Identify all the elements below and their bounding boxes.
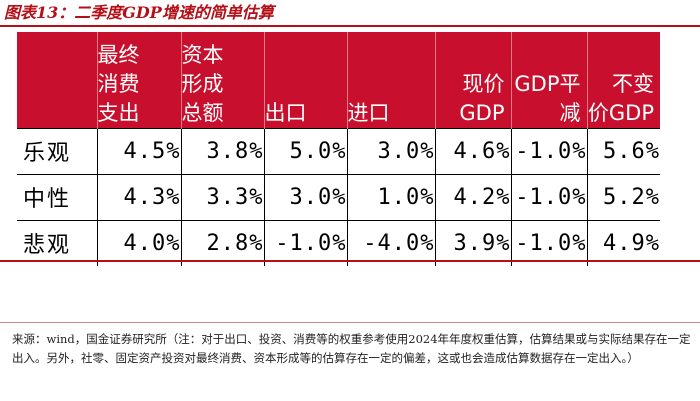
header-line: 消费 — [97, 71, 140, 96]
table-cell: 5.0% — [263, 128, 347, 174]
table-cell: 5.6% — [586, 128, 660, 174]
table-cell: -1.0% — [510, 220, 587, 266]
header-cell: 现价 GDP — [434, 32, 511, 128]
header-line: 总额 — [181, 100, 224, 125]
table-row: 乐观 4.5% 3.8% 5.0% 3.0% 4.6% -1.0% 5.6% — [17, 128, 660, 174]
table-cell: -1.0% — [263, 220, 347, 266]
table-cell: 3.0% — [346, 128, 435, 174]
header-corner — [17, 32, 97, 128]
header-line: 现价 — [462, 71, 505, 96]
header-row: 最终消费支出 资本形成总额 出口 进口 现价 GDP GDP平减 不变价GDP — [17, 32, 660, 128]
table-cell: -1.0% — [510, 128, 587, 174]
row-label: 中性 — [23, 187, 72, 212]
row-label: 悲观 — [23, 233, 72, 259]
header-line: 出口 — [264, 100, 307, 125]
header-cell: 不变价GDP — [586, 32, 660, 128]
table-cell: 4.0% — [96, 220, 181, 266]
table-cell: 3.3% — [180, 174, 264, 220]
header-line: 减 — [559, 100, 581, 125]
header-cell: 出口 — [263, 32, 347, 128]
table-bottom-rule — [0, 260, 700, 262]
source-note: 来源：wind，国金证券研究所（注：对于出口、投资、消费等的权重参考使用2024… — [12, 332, 691, 365]
table-cell: 5.2% — [586, 174, 660, 220]
header-line: 价GDP — [587, 100, 654, 125]
table-cell: 1.0% — [346, 174, 435, 220]
table-cell: 4.2% — [434, 174, 511, 220]
header-line: 支出 — [97, 100, 140, 125]
header-line: GDP平 — [514, 71, 581, 96]
table-cell: 4.9% — [586, 220, 660, 266]
table-row: 悲观 4.0% 2.8% -1.0% -4.0% 3.9% -1.0% 4.9% — [17, 220, 660, 266]
header-line: 进口 — [347, 100, 390, 125]
source-rule — [0, 322, 700, 323]
table-cell: 4.6% — [434, 128, 511, 174]
table-cell: -1.0% — [510, 174, 587, 220]
header-line: 形成 — [181, 71, 224, 96]
header-cell: 最终 消费 支出 — [96, 32, 181, 128]
table-cell: -4.0% — [346, 220, 435, 266]
header-line: 资本 — [181, 42, 224, 67]
table-cell: 4.5% — [96, 128, 181, 174]
table-cell: 4.3% — [96, 174, 181, 220]
row-label: 乐观 — [23, 141, 72, 166]
table-cell: 3.8% — [180, 128, 264, 174]
header-line: 不变 — [612, 71, 654, 96]
estimate-table: 最终消费支出 资本形成总额 出口 进口 现价 GDP GDP平减 不变价GDP 乐… — [17, 32, 660, 266]
header-line: GDP — [459, 100, 505, 125]
table-row: 中性 4.3% 3.3% 3.0% 1.0% 4.2% -1.0% 5.2% — [17, 174, 660, 220]
table-cell: 3.9% — [434, 220, 511, 266]
chart-title: 图表13：二季度GDP增速的简单估算 — [4, 3, 274, 22]
header-cell: GDP平减 — [510, 32, 587, 128]
table-cell: 3.0% — [263, 174, 347, 220]
header-line: 最终 — [97, 42, 140, 67]
title-rule — [0, 25, 700, 27]
header-cell: 进口 — [346, 32, 435, 128]
header-cell: 资本 形成 总额 — [180, 32, 264, 128]
table-cell: 2.8% — [180, 220, 264, 266]
